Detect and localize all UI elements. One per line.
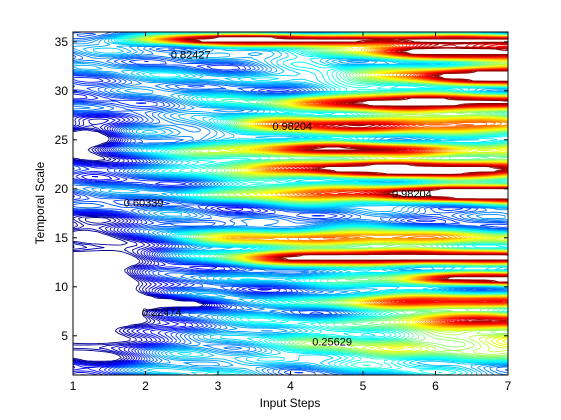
contour-label: 0.98204	[272, 121, 312, 133]
y-axis-label: Temporal Scale	[33, 161, 47, 244]
contour-level-line	[73, 128, 207, 363]
contour-level-line	[73, 60, 447, 375]
x-axis-label: Input Steps	[260, 396, 321, 410]
contour-label: 0.82427	[171, 49, 211, 61]
contour-level-line	[186, 36, 508, 283]
contour-level-line	[73, 93, 281, 375]
y-tick-label: 35	[55, 35, 69, 49]
contour-label: 0.22474	[142, 307, 182, 319]
contour-level-line	[73, 129, 205, 362]
x-axis-ticks: 1 2 3 4 5 6 7	[70, 32, 512, 393]
contour-labels: 0.82427 0.98204 0.98204 0.60339 0.22474 0.256…	[124, 49, 432, 348]
contour-level-line	[73, 118, 211, 365]
plot-area: 0.82427 0.98204 0.98204 0.60339 0.22474 0.256…	[55, 31, 512, 393]
x-tick-label: 1	[70, 379, 77, 393]
contour-level-line	[73, 32, 508, 375]
x-tick-label: 2	[142, 379, 149, 393]
y-tick-label: 10	[55, 280, 69, 294]
contour-label: 0.25629	[312, 337, 352, 349]
y-tick-label: 20	[55, 182, 69, 196]
x-tick-label: 7	[505, 379, 512, 393]
y-tick-label: 25	[55, 133, 69, 147]
y-tick-label: 30	[55, 84, 69, 98]
y-tick-label: 5	[61, 329, 68, 343]
contour-label: 0.98204	[392, 189, 432, 201]
y-axis-ticks: 5 10 15 20 25 30 35	[55, 35, 508, 343]
contour-label: 0.60339	[124, 197, 164, 209]
x-tick-label: 3	[215, 379, 222, 393]
contour-level-line	[73, 32, 508, 375]
x-tick-label: 4	[287, 379, 294, 393]
x-tick-label: 5	[360, 379, 367, 393]
y-tick-label: 15	[55, 231, 69, 245]
contour-level-line	[73, 32, 508, 375]
contour-level-line	[73, 32, 508, 375]
contour-level-line	[73, 116, 216, 375]
contour-lines	[73, 32, 508, 375]
x-tick-label: 6	[432, 379, 439, 393]
